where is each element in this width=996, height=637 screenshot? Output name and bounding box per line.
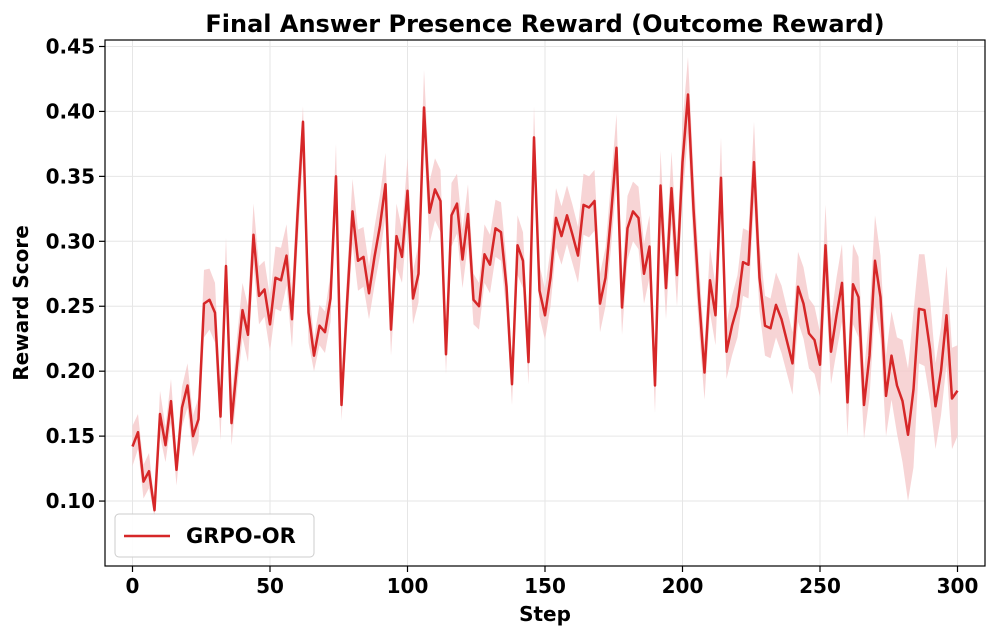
legend: GRPO-OR (114, 513, 315, 558)
y-tick-label: 0.35 (46, 164, 95, 188)
x-tick-label: 300 (937, 574, 979, 598)
x-tick-label: 100 (387, 574, 429, 598)
x-tick-label: 250 (799, 574, 841, 598)
y-tick-label: 0.30 (46, 229, 95, 253)
x-tick-label: 200 (662, 574, 704, 598)
series-path (131, 93, 959, 512)
x-axis-label: Step (519, 602, 571, 626)
chart-title: Final Answer Presence Reward (Outcome Re… (205, 10, 884, 38)
y-tick-label: 0.25 (46, 294, 95, 318)
x-tick-label: 50 (256, 574, 284, 598)
y-tick-label: 0.40 (46, 99, 95, 123)
legend-label-grpo-or: GRPO-OR (186, 524, 296, 548)
x-axis-ticks: 0 50 100 150 200 250 300 (126, 566, 979, 598)
legend-box (114, 513, 315, 558)
y-axis-ticks: 0.10 0.15 0.20 0.25 0.30 0.35 0.40 0.45 (46, 34, 105, 513)
y-tick-label: 0.45 (46, 34, 95, 58)
x-tick-label: 150 (524, 574, 566, 598)
x-tick-label: 0 (126, 574, 140, 598)
y-axis-label: Reward Score (9, 225, 33, 381)
y-tick-label: 0.10 (46, 489, 95, 513)
series-line-grpo-or (131, 93, 959, 512)
y-tick-label: 0.15 (46, 424, 95, 448)
y-tick-label: 0.20 (46, 359, 95, 383)
